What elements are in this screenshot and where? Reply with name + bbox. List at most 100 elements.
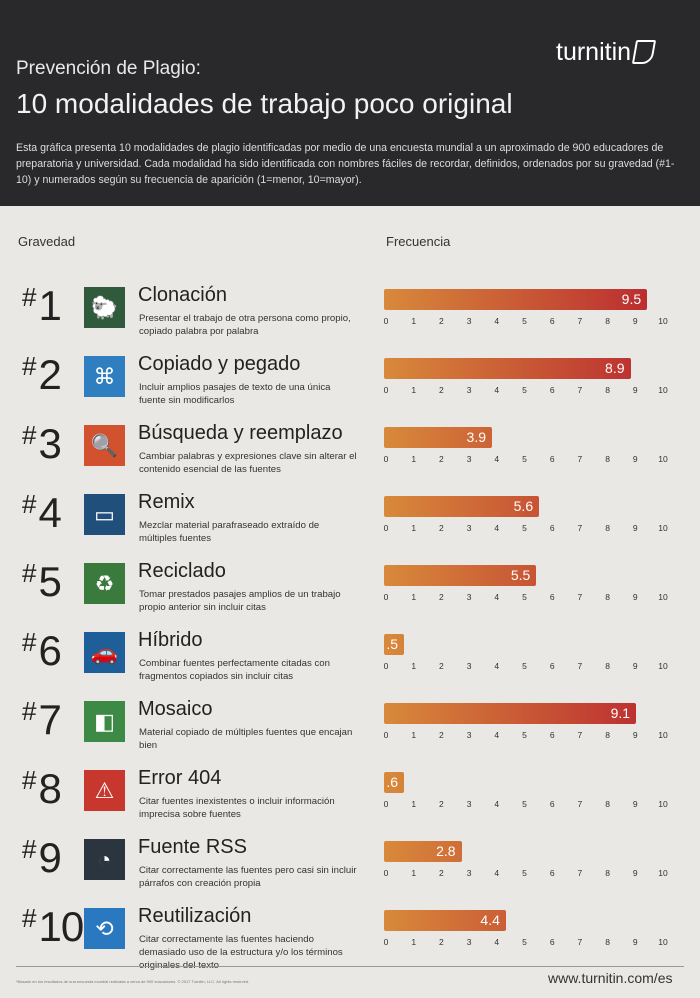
tick-label: 7 <box>577 799 583 809</box>
tick-label: 0 <box>383 454 389 464</box>
tick-label: 3 <box>466 592 472 602</box>
tick-label: 2 <box>439 385 444 395</box>
tick-label: 8 <box>605 316 610 326</box>
tick-label: 10 <box>658 523 668 533</box>
tick-label: 3 <box>466 661 472 671</box>
tick-label: 6 <box>549 799 555 809</box>
frequency-bar: 2.8 <box>384 841 462 862</box>
tick-label: 5 <box>522 937 527 947</box>
tick-label: 10 <box>658 385 668 395</box>
tick-label: 9 <box>632 385 638 395</box>
rss-icon: ◔ <box>84 839 125 880</box>
tick-label: 2 <box>439 730 444 740</box>
tick-label: 9 <box>632 592 638 602</box>
tick-label: 2 <box>439 937 444 947</box>
tick-label: 3 <box>466 316 472 326</box>
tick-label: 10 <box>658 799 668 809</box>
tick-label: 10 <box>658 730 668 740</box>
frequency-bar: 8.9 <box>384 358 631 379</box>
tick-label: 5 <box>522 868 527 878</box>
tick-label: 4 <box>494 937 500 947</box>
rank-number: 2 <box>38 351 61 398</box>
logo-text: turnitin <box>556 38 632 66</box>
tick-label: 7 <box>577 868 583 878</box>
tick-label: 9 <box>632 937 638 947</box>
tick-label: 2 <box>439 592 444 602</box>
tick-label: 0 <box>383 799 389 809</box>
type-name: Clonación <box>138 284 227 306</box>
tick-label: 8 <box>605 454 610 464</box>
tick-label: 8 <box>605 799 610 809</box>
tick-label: 0 <box>383 592 389 602</box>
tick-label: 1 <box>411 454 417 464</box>
tick-label: 4 <box>494 454 500 464</box>
tick-label: 1 <box>411 661 417 671</box>
tick-label: 8 <box>605 868 610 878</box>
tick-label: 4 <box>494 385 500 395</box>
tick-label: 4 <box>494 868 500 878</box>
tick-label: 8 <box>605 937 610 947</box>
tick-label: 0 <box>383 937 389 947</box>
magnifier-icon: 🔍 <box>84 425 125 466</box>
tick-label: 5 <box>522 523 527 533</box>
tick-label: 3 <box>466 937 472 947</box>
tick-label: 10 <box>658 316 668 326</box>
tick-label: 9 <box>632 661 638 671</box>
tick-label: 9 <box>632 868 638 878</box>
type-definition: Citar fuentes inexistentes o incluir inf… <box>139 796 335 820</box>
cassette-icon: ▭ <box>84 494 125 535</box>
tick-label: 10 <box>658 454 668 464</box>
type-definition: Incluir amplios pasajes de texto de una … <box>139 382 331 406</box>
tick-label: 7 <box>577 661 583 671</box>
footnote: *Basado en los resultados de una encuest… <box>16 979 250 984</box>
rank: #10 <box>22 903 84 950</box>
rank-number: 4 <box>38 489 61 536</box>
tick-label: 9 <box>632 523 638 533</box>
plagiarism-type-row: #10 ⟲ Reutilización Citar correctamente … <box>0 899 700 971</box>
rank: #8 <box>22 765 62 812</box>
type-name: Híbrido <box>138 629 203 651</box>
rank: #1 <box>22 282 62 329</box>
type-definition: Citar correctamente las fuentes haciendo… <box>139 934 343 971</box>
divider <box>16 966 684 967</box>
tick-label: 2 <box>439 454 444 464</box>
rank-number: 8 <box>38 765 61 812</box>
tick-label: 3 <box>466 454 472 464</box>
tick-label: 2 <box>439 523 444 533</box>
type-name: Reutilización <box>138 905 252 927</box>
type-name: Copiado y pegado <box>138 353 301 375</box>
tick-label: 7 <box>577 592 583 602</box>
plagiarism-type-row: #4 ▭ Remix Mezclar material parafraseado… <box>0 485 700 555</box>
type-name: Error 404 <box>138 767 222 789</box>
tick-label: 7 <box>577 730 583 740</box>
tick-label: 8 <box>605 592 610 602</box>
tick-label: 3 <box>466 868 472 878</box>
tick-label: 3 <box>466 523 472 533</box>
type-name: Mosaico <box>138 698 213 720</box>
tick-label: 4 <box>494 730 500 740</box>
plagiarism-type-row: #2 ⌘ Copiado y pegado Incluir amplios pa… <box>0 347 700 417</box>
tick-label: 9 <box>632 454 638 464</box>
tick-label: 10 <box>658 592 668 602</box>
tick-label: 4 <box>494 316 500 326</box>
rank-number: 3 <box>38 420 61 467</box>
tick-label: 8 <box>605 385 610 395</box>
tick-label: 9 <box>632 730 638 740</box>
rank: #3 <box>22 420 62 467</box>
rank: #2 <box>22 351 62 398</box>
type-definition: Presentar el trabajo de otra persona com… <box>139 313 351 337</box>
car-icon: 🚗 <box>84 632 125 673</box>
website-url: www.turnitin.com/es <box>548 970 673 986</box>
tick-label: 6 <box>549 730 555 740</box>
frequency-bar: 9.1 <box>384 703 637 724</box>
tick-label: 6 <box>549 523 555 533</box>
frequency-bar: 9.5 <box>384 289 648 310</box>
tick-label: 1 <box>411 316 417 326</box>
rank: #9 <box>22 834 62 881</box>
rank-number: 10 <box>38 903 84 950</box>
tick-label: 5 <box>522 592 527 602</box>
tick-label: 1 <box>411 937 417 947</box>
tick-label: 6 <box>549 592 555 602</box>
tick-label: 5 <box>522 661 527 671</box>
warning-icon: ⚠ <box>84 770 125 811</box>
